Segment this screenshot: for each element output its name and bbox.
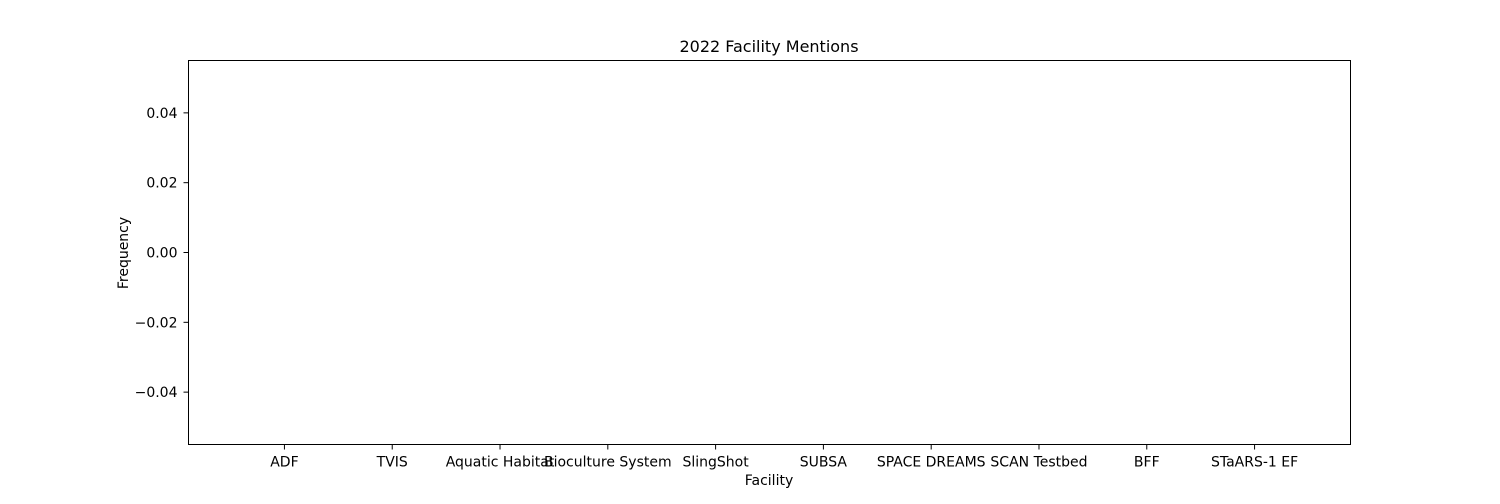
- y-tick-label: 0.04: [146, 106, 177, 122]
- x-tick-label: SUBSA: [800, 455, 848, 471]
- y-axis-ticks: −0.04 −0.02 0.00 0.02 0.04: [135, 106, 189, 401]
- x-tick-label: SPACE DREAMS: [877, 455, 986, 471]
- x-tick-label: TVIS: [376, 455, 408, 471]
- y-tick-label: −0.04: [135, 385, 178, 401]
- y-tick-label: −0.02: [135, 315, 178, 331]
- x-tick-label: Aquatic Habitat: [446, 455, 555, 471]
- chart-title: 2022 Facility Mentions: [679, 37, 858, 56]
- x-tick-label: BFF: [1134, 455, 1160, 471]
- x-tick-label: SlingShot: [682, 455, 749, 471]
- x-tick-label: ADF: [270, 455, 298, 471]
- y-tick-label: 0.02: [146, 176, 177, 192]
- plot-frame: [188, 60, 1351, 445]
- x-tick-label: SCAN Testbed: [990, 455, 1087, 471]
- y-axis-label: Frequency: [116, 217, 132, 289]
- x-axis-label: Facility: [745, 473, 794, 489]
- y-tick-label: 0.00: [146, 246, 177, 262]
- x-tick-label: Bioculture System: [544, 455, 672, 471]
- x-tick-label: STaARS-1 EF: [1211, 455, 1298, 471]
